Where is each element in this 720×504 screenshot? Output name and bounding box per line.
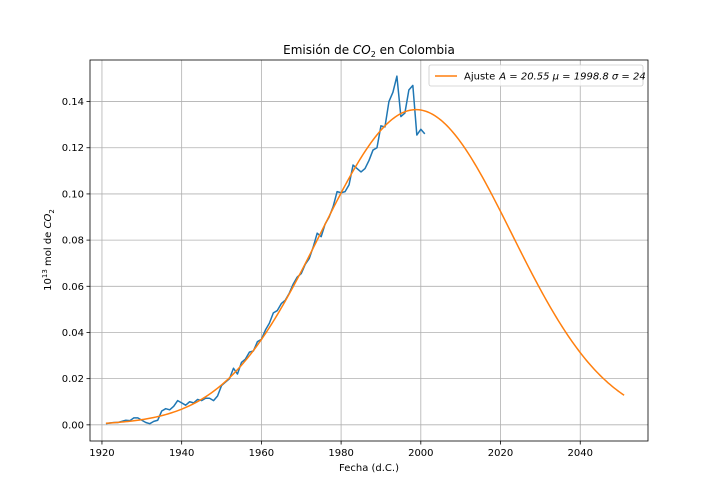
x-axis: 1920 1940 1960 1980 2000 2020 2040 [89,441,593,459]
title-suffix: en Colombia [376,43,455,57]
title-co: CO [353,43,371,57]
x-tick-label: 1960 [249,448,274,459]
legend: Ajuste A = 20.55 μ = 1998.8 σ = 24 [428,64,646,87]
legend-box [428,64,644,87]
y-tick-label: 0.02 [62,374,84,385]
grid [90,60,648,441]
y-tick-label: 0.10 [62,189,84,200]
x-tick-label: 1980 [328,448,353,459]
series-line-fit [105,108,625,424]
legend-label-fit: Ajuste A = 20.55 μ = 1998.8 σ = 24 [464,72,646,83]
x-tick-label: 2000 [408,448,433,459]
x-tick-label: 2020 [488,448,513,459]
x-tick-label: 1920 [89,448,114,459]
y-axis-label: 1013 mol de CO2 [41,209,56,291]
x-axis-label: Fecha (d.C.) [339,463,399,474]
y-axis: 0.00 0.02 0.04 0.06 0.08 0.10 0.12 0.14 [62,97,90,431]
series-layer [105,75,625,425]
plot-area [90,60,648,441]
title-sub: 2 [371,50,376,59]
title-prefix: Emisión de [283,43,353,57]
y-tick-label: 0.12 [62,143,84,154]
y-tick-label: 0.04 [62,328,84,339]
x-tick-label: 2040 [568,448,593,459]
y-tick-label: 0.14 [62,97,84,108]
y-tick-label: 0.00 [62,420,84,431]
plot-frame [89,59,649,442]
y-tick-label: 0.06 [62,282,84,293]
x-tick-label: 1940 [169,448,194,459]
y-tick-label: 0.08 [62,236,84,247]
series-line-observed [105,75,426,425]
chart-title: Emisión de CO2 en Colombia [283,43,455,59]
